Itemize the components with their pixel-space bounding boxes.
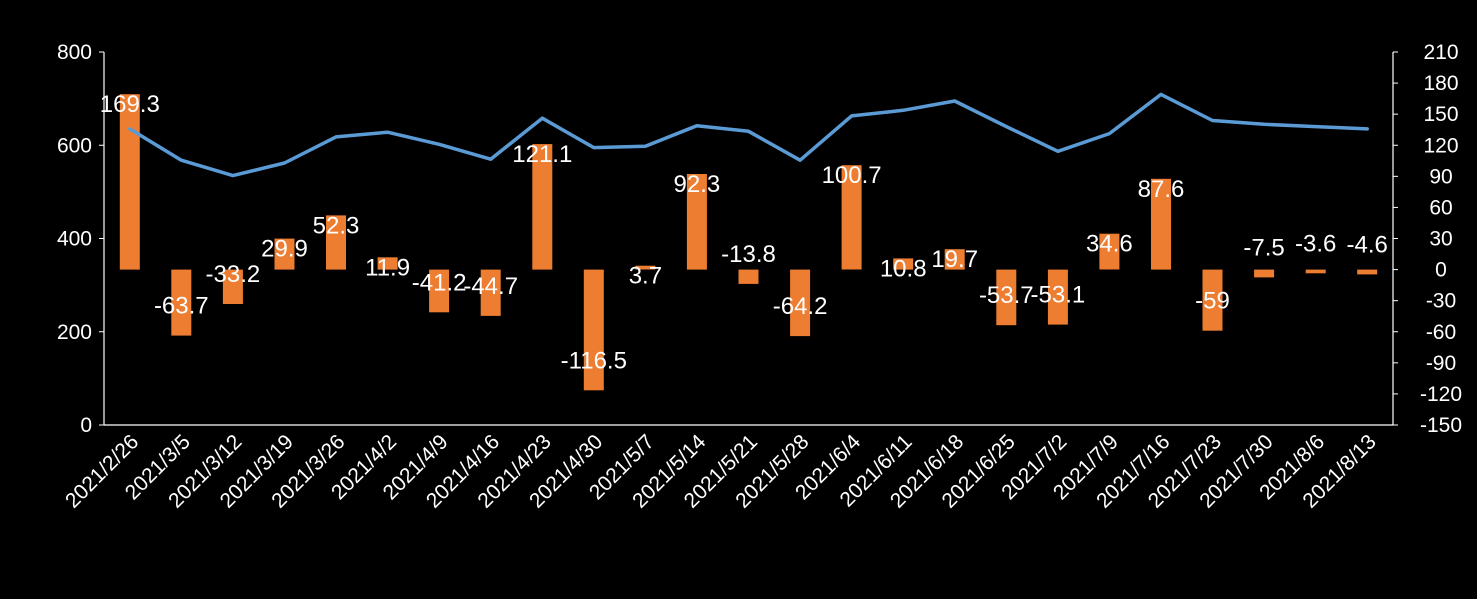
right-tick-label: -60 [1426,321,1456,344]
data-label-2021/5/14: 92.3 [674,171,721,198]
right-tick-label: -150 [1420,414,1462,437]
right-tick-label: 90 [1429,165,1452,188]
right-tick-label: 120 [1423,134,1458,157]
right-tick-label: 150 [1423,103,1458,126]
data-label-2021/4/23: 121.1 [512,141,572,168]
data-label-2021/4/30: -116.5 [561,347,627,374]
right-tick-label: 60 [1429,196,1452,219]
data-label-2021/6/4: 100.7 [822,162,882,189]
data-label-2021/7/30: -7.5 [1243,234,1284,261]
data-label-2021/3/5: -63.7 [154,293,209,320]
right-tick-label: 180 [1423,72,1458,95]
data-label-2021/7/23: -59 [1195,288,1230,315]
data-label-2021/5/28: -64.2 [773,293,828,320]
left-tick-label: 600 [57,134,92,157]
left-tick-label: 200 [57,321,92,344]
right-tick-label: -120 [1420,383,1462,406]
bar-2021/8/6 [1306,270,1326,274]
right-tick-label: 30 [1429,228,1452,251]
bar-2021/5/21 [739,270,759,284]
data-label-2021/6/11: 10.8 [880,255,927,282]
data-label-2021/7/9: 34.6 [1086,231,1133,258]
data-label-2021/7/16: 87.6 [1138,176,1185,203]
right-tick-label: 210 [1423,41,1458,64]
data-label-2021/4/2: 11.9 [365,254,410,281]
bar-2021/2/26 [120,94,140,269]
data-label-2021/7/2: -53.1 [1031,282,1086,309]
left-tick-label: 0 [80,414,92,437]
data-label-2021/6/18: 19.7 [931,246,978,273]
right-tick-label: -90 [1426,352,1456,375]
data-label-2021/4/9: -41.2 [412,269,467,296]
right-tick-label: -30 [1426,290,1456,313]
bar-2021/8/13 [1357,270,1377,275]
data-label-2021/3/19: 29.9 [261,236,308,263]
left-tick-label: 400 [57,228,92,251]
data-label-2021/8/13: -4.6 [1347,231,1388,258]
data-label-2021/8/6: -3.6 [1295,230,1336,257]
data-label-2021/5/7: 3.7 [629,263,662,290]
data-label-2021/4/16: -44.7 [463,273,518,300]
left-tick-label: 800 [57,41,92,64]
bar-2021/7/30 [1254,270,1274,278]
data-label-2021/3/26: 52.3 [313,212,360,239]
data-label-2021/6/25: -53.7 [979,282,1034,309]
data-label-2021/2/26: 169.3 [100,91,160,118]
data-label-2021/3/12: -33.2 [206,261,261,288]
data-label-2021/5/21: -13.8 [721,241,776,268]
right-tick-label: 0 [1435,259,1447,282]
